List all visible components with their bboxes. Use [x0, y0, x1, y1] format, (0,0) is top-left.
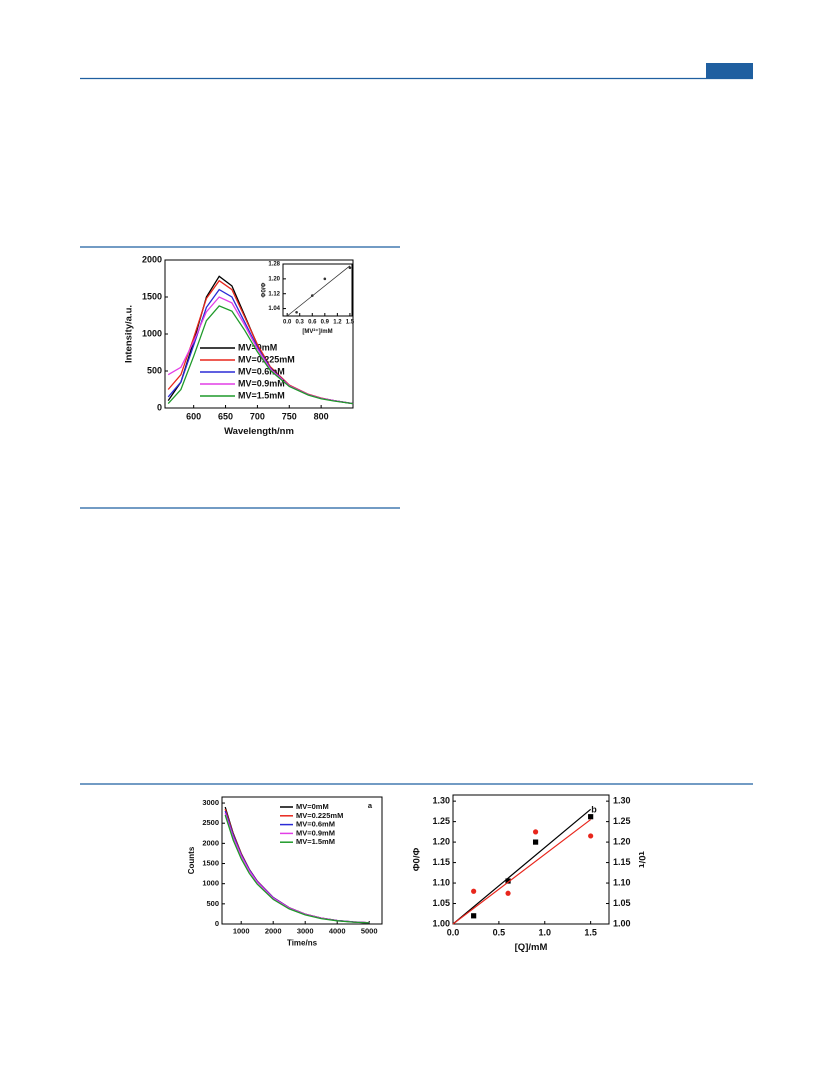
plot-frame: [221, 796, 383, 925]
y-tick-label: 1.05: [432, 898, 450, 908]
x-tick-label: 4000: [329, 926, 346, 935]
x-tick-label: 0.6: [308, 320, 317, 326]
legend-label: MV=1.5mM: [238, 390, 285, 400]
x-tick-label: 700: [250, 411, 265, 421]
legend-label: MV=0.9mM: [296, 828, 335, 837]
x-axis-label: Wavelength/nm: [224, 426, 294, 437]
y2-tick-label: 1.05: [613, 898, 631, 908]
point: [505, 890, 511, 896]
y2-tick-label: 1.15: [613, 857, 631, 867]
fit-line: [286, 265, 351, 317]
point: [295, 310, 298, 314]
legend-label: MV=0.6mM: [238, 366, 285, 376]
annotation: b: [591, 804, 597, 814]
point: [532, 829, 539, 835]
y-tick-label: 2000: [142, 254, 162, 264]
y-tick-label: 2500: [202, 818, 219, 827]
y2-tick-label: 1.25: [613, 816, 631, 826]
y-tick-label: 1.15: [432, 857, 450, 867]
point: [323, 277, 327, 281]
point: [505, 878, 511, 884]
legend-label: MV=0mM: [296, 802, 329, 811]
legend-label: MV=0.225mM: [296, 811, 343, 820]
y-axis-label: Φ0/Φ: [412, 848, 423, 872]
y-axis-label: Intensity/a.u.: [124, 305, 135, 363]
y-tick-label: 1.10: [432, 877, 450, 887]
y-tick-label: 1.12: [268, 291, 280, 297]
y-tick-label: 1.20: [432, 836, 450, 846]
y-tick-label: 1.00: [432, 918, 450, 928]
x-axis-label: [MV²⁺]/mM: [302, 328, 332, 335]
x-axis-label: Time/ns: [287, 939, 318, 948]
point: [588, 833, 594, 839]
x-tick-label: 0.0: [447, 927, 460, 937]
point: [348, 266, 352, 270]
x-tick-label: 600: [186, 411, 201, 421]
point: [532, 839, 539, 845]
legend-label: MV=1.5mM: [296, 837, 335, 846]
annotation: a: [368, 801, 373, 810]
y-tick-label: 1.25: [432, 816, 450, 826]
y-tick-label: 1000: [142, 328, 162, 338]
point: [471, 888, 477, 894]
y2-tick-label: 1.00: [613, 918, 631, 928]
legend-label: MV=0.6mM: [296, 820, 335, 829]
series-line: [167, 305, 354, 405]
y2-tick-label: 1.10: [613, 877, 631, 887]
y-tick-label: 1.04: [268, 306, 280, 312]
y-tick-label: 1500: [142, 291, 162, 301]
fit-line: [452, 819, 592, 925]
y-tick-label: 3000: [202, 798, 219, 807]
y-tick-label: 500: [147, 365, 162, 375]
x-tick-label: 0.5: [493, 927, 506, 937]
x-tick-label: 650: [218, 411, 233, 421]
point: [310, 294, 314, 297]
y-tick-label: 1000: [202, 879, 219, 888]
y-tick-label: 500: [206, 899, 219, 908]
x-tick-label: 750: [282, 411, 297, 421]
y-tick-label: 2000: [202, 838, 219, 847]
x-tick-label: 0.3: [296, 320, 305, 326]
x-axis-label: [Q]/mM: [515, 942, 548, 953]
y2-tick-label: 1.30: [613, 796, 631, 806]
x-tick-label: 3000: [297, 926, 314, 935]
y-tick-label: 1500: [202, 859, 219, 868]
y2-tick-label: 1.20: [613, 836, 631, 846]
x-tick-label: 1000: [233, 926, 250, 935]
y-tick-label: 1.30: [432, 796, 450, 806]
point: [471, 913, 477, 919]
point: [588, 814, 594, 820]
y-tick-label: 0: [215, 919, 219, 928]
x-tick-label: 1.2: [333, 320, 342, 326]
y2-axis-label: τ0/τ: [636, 851, 647, 868]
x-tick-label: 1.5: [346, 320, 355, 326]
y-tick-label: 0: [157, 402, 162, 412]
y-tick-label: 1.28: [268, 262, 280, 268]
legend-label: MV=0.225mM: [238, 354, 295, 364]
header-block: [706, 63, 753, 78]
plot-frame: [282, 263, 353, 317]
fit-line: [452, 808, 592, 925]
x-tick-label: 800: [314, 411, 329, 421]
x-tick-label: 1.0: [539, 927, 552, 937]
y-axis-label: Φ0/Φ: [261, 283, 267, 298]
x-tick-label: 1.5: [584, 927, 597, 937]
x-tick-label: 2000: [265, 926, 282, 935]
x-tick-label: 5000: [361, 926, 378, 935]
series-line: [224, 814, 370, 924]
x-tick-label: 0.9: [321, 320, 330, 326]
legend-label: MV=0.9mM: [238, 378, 285, 388]
y-tick-label: 1.20: [268, 276, 280, 282]
y-axis-label: Counts: [187, 846, 196, 874]
x-tick-label: 0.0: [283, 320, 292, 326]
